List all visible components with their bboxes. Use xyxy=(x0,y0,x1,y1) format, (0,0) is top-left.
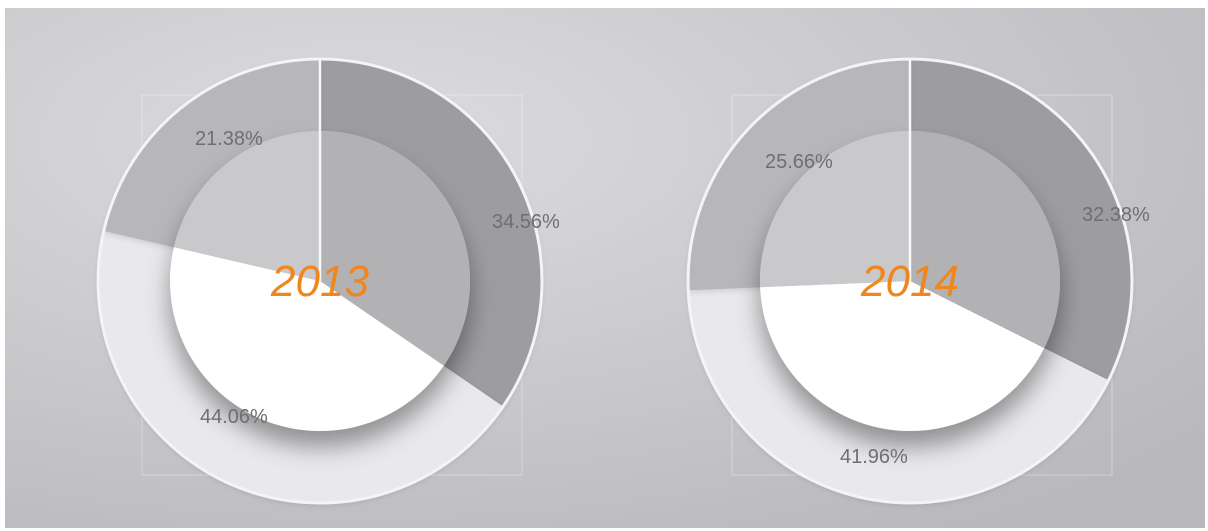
data-label-1: 32.38% xyxy=(1082,204,1150,226)
year-label: 2013 xyxy=(270,257,369,306)
inner-slice-3 xyxy=(760,131,910,288)
data-label-1: 34.56% xyxy=(492,211,560,233)
data-label-2: 41.96% xyxy=(840,446,908,468)
data-label-3: 25.66% xyxy=(765,151,833,173)
chart-panel: 34.56% 44.06% 21.38% 2013 32.38% 41.96% 25.66%… xyxy=(5,8,1205,528)
data-label-2: 44.06% xyxy=(200,406,268,428)
charts-layer: 34.56% 44.06% 21.38% 2013 32.38% 41.96% 25.66%… xyxy=(96,57,1150,505)
inner-slice-1 xyxy=(320,131,470,366)
inner-slice-2 xyxy=(170,247,444,431)
donut-chart-2014: 32.38% 41.96% 25.66% 2014 xyxy=(686,57,1150,505)
donut-charts: 34.56% 44.06% 21.38% 2013 32.38% 41.96% 25.66%… xyxy=(5,8,1205,528)
inner-slice-2 xyxy=(760,281,1045,432)
data-label-3: 21.38% xyxy=(195,128,263,150)
year-label: 2014 xyxy=(860,257,959,306)
donut-chart-2013: 34.56% 44.06% 21.38% 2013 xyxy=(96,57,560,505)
inner-slice-1 xyxy=(910,131,1060,349)
inner-slice-3 xyxy=(173,130,320,281)
